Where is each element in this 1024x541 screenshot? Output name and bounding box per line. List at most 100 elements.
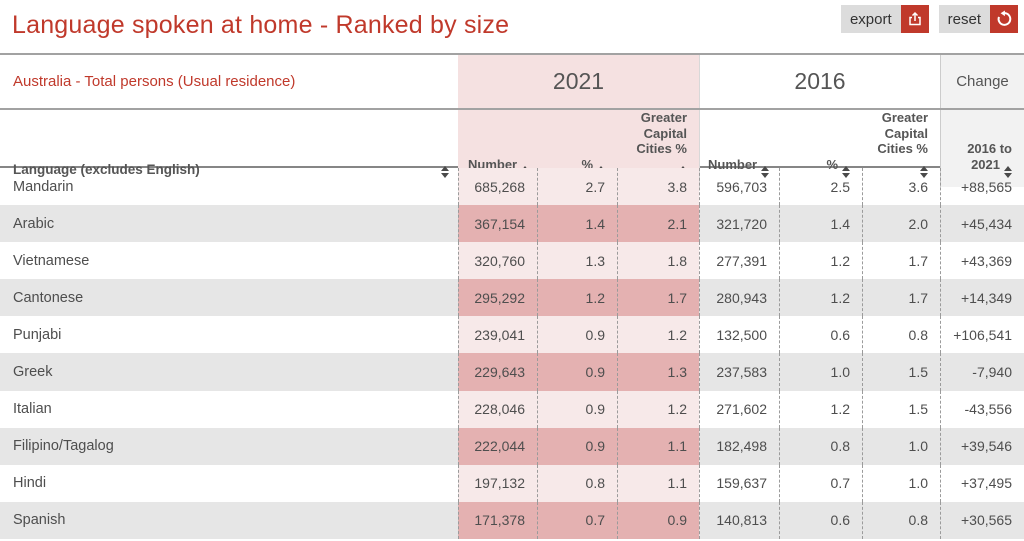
cell-n2021: 367,154 bbox=[458, 205, 537, 243]
cell-g2021: 1.7 bbox=[617, 279, 699, 317]
cell-g2021: 3.8 bbox=[617, 168, 699, 206]
column-header-label: Greater Capital Cities % bbox=[636, 110, 687, 157]
cell-g2016: 0.8 bbox=[862, 501, 940, 539]
cell-p2016: 0.7 bbox=[779, 464, 862, 502]
table-row: Spanish 171,378 0.7 0.9 140,813 0.6 0.8 +30,565 bbox=[0, 501, 1024, 539]
cell-p2016: 0.6 bbox=[779, 316, 862, 354]
export-button[interactable]: export bbox=[840, 5, 929, 33]
export-button-label: export bbox=[849, 10, 892, 28]
column-header-label: Number bbox=[708, 156, 758, 172]
cell-p2016: 1.2 bbox=[779, 279, 862, 317]
title-bar: Language spoken at home - Ranked by size… bbox=[0, 0, 1024, 55]
column-header-g2016[interactable]: Greater Capital Cities % bbox=[862, 110, 940, 187]
cell-g2021: 1.1 bbox=[617, 427, 699, 465]
sort-icon[interactable] bbox=[920, 165, 928, 178]
cell-language: Spanish bbox=[13, 512, 66, 529]
cell-g2016: 1.0 bbox=[862, 464, 940, 502]
cell-language: Italian bbox=[13, 401, 52, 418]
sort-icon[interactable] bbox=[441, 165, 449, 178]
cell-g2021: 1.1 bbox=[617, 464, 699, 502]
cell-g2021: 1.8 bbox=[617, 242, 699, 280]
column-header-row: Language (excludes English) Number% Greate… bbox=[0, 110, 1024, 187]
column-header-label: 2016 to 2021 bbox=[967, 141, 1012, 172]
cell-language: Punjabi bbox=[13, 326, 62, 343]
cell-p2021: 1.3 bbox=[537, 242, 617, 280]
cell-p2016: 0.8 bbox=[779, 427, 862, 465]
cell-n2021: 320,760 bbox=[458, 242, 537, 280]
cell-p2021: 0.8 bbox=[537, 464, 617, 502]
cell-g2016: 3.6 bbox=[862, 168, 940, 206]
group-header-row: Australia - Total persons (Usual residen… bbox=[0, 55, 1024, 110]
cell-g2021: 2.1 bbox=[617, 205, 699, 243]
cell-language: Mandarin bbox=[13, 178, 74, 195]
cell-language: Cantonese bbox=[13, 289, 84, 306]
column-header-p2016[interactable]: % bbox=[779, 110, 862, 187]
cell-n2021: 685,268 bbox=[458, 168, 537, 206]
cell-p2021: 0.9 bbox=[537, 427, 617, 465]
cell-language: Vietnamese bbox=[13, 252, 90, 269]
column-header-language[interactable]: Language (excludes English) bbox=[0, 110, 458, 187]
cell-n2016: 140,813 bbox=[699, 501, 779, 539]
reset-button[interactable]: reset bbox=[938, 5, 1018, 33]
cell-n2016: 277,391 bbox=[699, 242, 779, 280]
column-header-label: Language (excludes English) bbox=[13, 161, 200, 177]
cell-p2016: 0.6 bbox=[779, 501, 862, 539]
cell-g2016: 1.0 bbox=[862, 427, 940, 465]
cell-change: +88,565 bbox=[940, 168, 1024, 206]
cell-p2016: 1.4 bbox=[779, 205, 862, 243]
cell-g2021: 1.2 bbox=[617, 316, 699, 354]
table-row: Cantonese 295,292 1.2 1.7 280,943 1.2 1.7 +14,3… bbox=[0, 279, 1024, 317]
table-row: Italian 228,046 0.9 1.2 271,602 1.2 1.5 -43,556 bbox=[0, 390, 1024, 428]
cell-p2021: 1.4 bbox=[537, 205, 617, 243]
cell-g2016: 0.8 bbox=[862, 316, 940, 354]
cell-n2021: 197,132 bbox=[458, 464, 537, 502]
cell-language: Arabic bbox=[13, 215, 55, 232]
table-row: Greek 229,643 0.9 1.3 237,583 1.0 1.5 -7,940 bbox=[0, 353, 1024, 391]
reset-icon bbox=[990, 5, 1018, 33]
action-buttons: export reset bbox=[840, 5, 1018, 33]
cell-n2016: 237,583 bbox=[699, 353, 779, 391]
cell-p2016: 1.2 bbox=[779, 242, 862, 280]
cell-g2016: 1.7 bbox=[862, 279, 940, 317]
cell-g2016: 1.5 bbox=[862, 390, 940, 428]
cell-p2021: 2.7 bbox=[537, 168, 617, 206]
cell-g2021: 1.3 bbox=[617, 353, 699, 391]
sort-icon[interactable] bbox=[842, 165, 850, 178]
cell-n2016: 182,498 bbox=[699, 427, 779, 465]
year-group-2016: 2016 bbox=[699, 55, 940, 108]
sort-icon[interactable] bbox=[1004, 165, 1012, 178]
cell-change: +30,565 bbox=[940, 501, 1024, 539]
cell-n2021: 295,292 bbox=[458, 279, 537, 317]
table-body: Mandarin 685,268 2.7 3.8 596,703 2.5 3.6 +88,56… bbox=[0, 168, 1024, 539]
cell-n2021: 228,046 bbox=[458, 390, 537, 428]
cell-change: +45,434 bbox=[940, 205, 1024, 243]
cell-n2016: 596,703 bbox=[699, 168, 779, 206]
cell-n2016: 132,500 bbox=[699, 316, 779, 354]
cell-language: Filipino/Tagalog bbox=[13, 438, 114, 455]
column-header-change[interactable]: 2016 to 2021 bbox=[940, 110, 1024, 187]
cell-n2016: 321,720 bbox=[699, 205, 779, 243]
cell-n2016: 159,637 bbox=[699, 464, 779, 502]
cell-change: +43,369 bbox=[940, 242, 1024, 280]
cell-n2016: 280,943 bbox=[699, 279, 779, 317]
cell-g2016: 1.7 bbox=[862, 242, 940, 280]
cell-language: Greek bbox=[13, 364, 53, 381]
cell-change: +37,495 bbox=[940, 464, 1024, 502]
column-header-label: % bbox=[581, 156, 593, 172]
table-subtitle: Australia - Total persons (Usual residen… bbox=[13, 73, 296, 90]
column-header-n2016[interactable]: Number bbox=[699, 110, 779, 187]
cell-p2016: 1.2 bbox=[779, 390, 862, 428]
cell-change: +39,546 bbox=[940, 427, 1024, 465]
cell-g2016: 1.5 bbox=[862, 353, 940, 391]
sort-icon[interactable] bbox=[761, 165, 770, 178]
cell-p2021: 0.9 bbox=[537, 390, 617, 428]
cell-g2021: 0.9 bbox=[617, 501, 699, 539]
year-group-change: Change bbox=[940, 55, 1024, 108]
cell-n2021: 222,044 bbox=[458, 427, 537, 465]
cell-p2021: 0.9 bbox=[537, 353, 617, 391]
cell-language: Hindi bbox=[13, 475, 47, 492]
cell-g2016: 2.0 bbox=[862, 205, 940, 243]
cell-p2021: 0.9 bbox=[537, 316, 617, 354]
cell-change: -7,940 bbox=[940, 353, 1024, 391]
